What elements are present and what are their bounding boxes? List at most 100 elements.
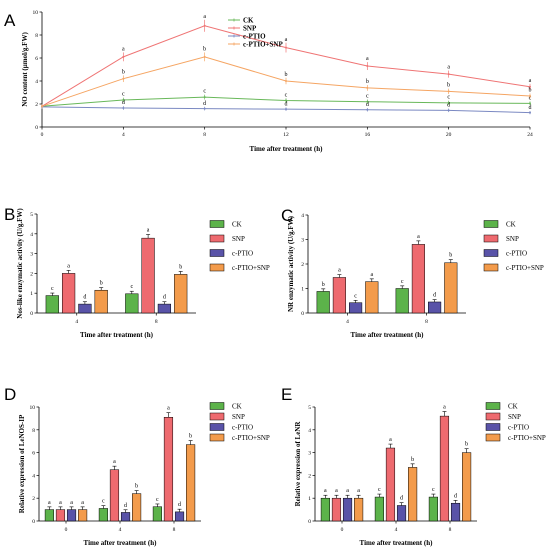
significance-label: b <box>203 46 206 52</box>
data-point <box>366 86 369 89</box>
y-axis-label: Relative expression of LeNR <box>294 421 302 507</box>
bar-c-ptio <box>174 511 185 522</box>
legend-swatch <box>209 249 225 257</box>
significance-label: a <box>366 56 369 62</box>
y-tick-label: 10 <box>33 10 39 16</box>
significance-label: c <box>378 487 381 493</box>
significance-label: d <box>178 502 181 508</box>
bar-snp <box>141 237 155 314</box>
data-point <box>366 65 369 68</box>
data-point <box>285 108 287 111</box>
bar-snp <box>61 273 76 314</box>
panel-letter: B <box>4 205 15 224</box>
bar-ck <box>316 291 330 314</box>
x-tick-label: 20 <box>446 132 452 138</box>
significance-label: b <box>366 79 369 85</box>
bar-ck <box>320 497 330 522</box>
significance-label: d <box>400 496 403 502</box>
y-tick-label: 0 <box>301 311 304 317</box>
bar-ck <box>44 509 54 522</box>
significance-label: c <box>122 92 125 98</box>
significance-label: d <box>454 493 457 499</box>
y-tick-label: 2 <box>308 473 311 479</box>
legend-label: SNP <box>243 25 257 33</box>
y-tick-label: 0 <box>308 519 311 525</box>
significance-label: a <box>113 459 116 465</box>
significance-label: c <box>51 286 54 292</box>
y-tick-label: 8 <box>32 428 35 434</box>
significance-label: a <box>443 405 446 411</box>
legend-label: c-PTIO+SNP <box>243 41 283 49</box>
data-point <box>285 46 287 49</box>
x-axis-label: Time after treatment (h) <box>80 331 154 339</box>
significance-label: b <box>135 484 138 490</box>
bar-snp <box>439 415 450 522</box>
significance-label: a <box>357 488 360 494</box>
x-tick-label: 16 <box>365 132 371 138</box>
significance-label: c <box>285 92 288 98</box>
bar-ck <box>152 506 162 522</box>
bar-c-ptio <box>450 502 461 522</box>
legend-label: SNP <box>232 235 245 243</box>
x-axis-label: Time after treatment (h) <box>360 539 434 547</box>
legend-label: c-PTIO+SNP <box>506 264 544 272</box>
x-tick-label: 8 <box>173 527 176 533</box>
data-point <box>122 77 125 80</box>
x-tick-label: 4 <box>346 319 349 325</box>
significance-label: a <box>122 46 125 52</box>
significance-label: a <box>346 488 349 494</box>
data-point <box>447 73 450 76</box>
bar-c-ptio-snp <box>78 509 88 522</box>
data-point <box>447 101 450 104</box>
legend-swatch <box>485 433 501 442</box>
bar-c-ptio-snp <box>462 452 472 522</box>
bar-ck <box>428 496 438 522</box>
significance-label: c <box>366 94 369 100</box>
significance-label: d <box>447 103 450 109</box>
significance-label: d <box>529 105 532 111</box>
x-tick-label: 8 <box>425 319 428 325</box>
significance-label: b <box>449 253 452 259</box>
bar-snp <box>332 277 346 314</box>
data-point <box>203 24 206 27</box>
legend-swatch <box>209 423 225 431</box>
y-tick-label: 10 <box>30 405 36 411</box>
y-tick-label: 3 <box>308 451 311 457</box>
x-tick-label: 0 <box>65 527 68 533</box>
bar-snp <box>331 497 342 522</box>
y-axis-label: Relative expression of LeNOS-IP <box>18 414 26 513</box>
x-axis-label: Time after treatment (h) <box>351 331 425 339</box>
data-point <box>122 107 125 110</box>
legend-swatch <box>483 249 499 257</box>
significance-label: b <box>465 442 468 448</box>
data-point <box>203 107 206 110</box>
panel-b: 0 1 2 3 4 5 Nos-like enzymatic activity (U/g.F… <box>4 205 270 339</box>
significance-label: a <box>335 488 338 494</box>
panel-d: 0 2 4 6 8 10 Relative expression of LeNOS-IP Ti… <box>4 385 270 547</box>
legend-label: c-PTIO <box>508 424 529 432</box>
y-tick-label: 4 <box>32 473 35 479</box>
y-tick-label: 2 <box>35 102 38 108</box>
significance-label: a <box>59 500 62 506</box>
legend-label: c-PTIO+SNP <box>232 264 270 272</box>
legend-label: c-PTIO+SNP <box>508 434 546 442</box>
x-axis-label: Time after treatment (h) <box>250 145 324 153</box>
legend-swatch <box>485 412 501 421</box>
bar-c-ptio-snp <box>174 274 188 314</box>
significance-label: d <box>122 100 125 106</box>
y-axis-label: NR enzymatic activity (U/g.FW) <box>287 215 295 312</box>
legend-swatch <box>209 234 225 243</box>
significance-label: b <box>189 434 192 440</box>
legend-label: c-PTIO <box>232 424 253 432</box>
panel-c: 0 1 2 3 4 NR enzymatic activity (U/g.FW) Time … <box>281 206 544 339</box>
data-point <box>285 99 287 102</box>
significance-label: c <box>156 497 159 503</box>
bar-c-ptio <box>396 505 407 522</box>
significance-label: a <box>70 500 73 506</box>
bar-snp <box>385 447 396 522</box>
bar-c-ptio-snp <box>132 493 142 522</box>
significance-label: d <box>203 101 206 107</box>
bar-c-ptio-snp <box>444 262 458 314</box>
